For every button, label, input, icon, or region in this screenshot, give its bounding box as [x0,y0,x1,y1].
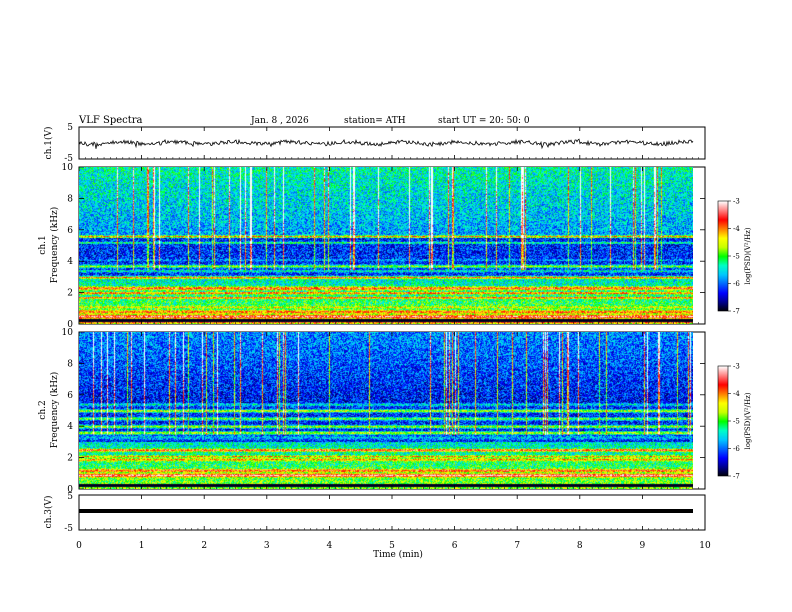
ch1-spectrogram-ylabel-channel: ch.1 [38,235,48,254]
ch1-cb-label-4: -7 [733,308,740,316]
ch2-cb-label-3: -6 [733,445,740,453]
spec1-ytick-label-5: 0 [67,320,73,330]
spec1-ytick-label-1: 8 [67,194,73,204]
ch1-spectrogram-xticks [78,167,706,324]
ch1-waveform-line [78,138,694,150]
ch2-spectrogram-image [79,332,693,489]
x-tick-label-8: 8 [577,541,583,551]
ch2-cb-label-1: -4 [733,390,740,398]
ch2-spectrogram-panel: 10 8 6 4 2 0 ch.2 Frequency (kHz) [38,328,706,495]
spec2-ytick-label-4: 2 [67,454,73,464]
spec2-ytick-label-3: 4 [67,422,73,432]
ch1-ytick-top: 5 [67,123,73,133]
ch3-waveform-line [79,509,693,513]
ch2-spectrogram-xticks [78,332,706,489]
ch3-waveform-panel: 5 -5 ch.3(V) [43,492,706,534]
start-ut-label: start UT = 20: 50: 0 [438,116,530,126]
ch3-ytick-top: 5 [67,492,73,502]
ch2-spectrogram-ylabel-frequency: Frequency (kHz) [49,372,60,449]
ch1-waveform-panel: 5 -5 ch.1(V) [43,123,706,164]
spec1-ytick-label-2: 6 [67,226,73,236]
ch2-spectrogram-yticks: 10 8 6 4 2 0 [62,328,705,495]
spec2-ytick-label-0: 10 [62,328,74,338]
ch1-colorbar-label: log(PSD)(V²/Hz) [744,227,752,284]
ch1-ytick-bottom: -5 [64,154,73,164]
spec1-ytick-label-3: 4 [67,257,73,267]
ch1-spectrogram-panel: 10 8 6 4 2 0 ch.1 Frequency (kHz) [38,163,706,330]
date-label: Jan. 8 , 2026 [250,116,309,126]
spec1-ytick-label-4: 2 [67,289,73,299]
x-tick-label-10: 10 [699,541,711,551]
spec2-ytick-label-5: 0 [67,485,73,495]
x-axis-label: Time (min) [373,549,423,560]
ch2-colorbar-label: log(PSD)(V²/Hz) [744,392,752,449]
x-tick-label-9: 9 [640,541,646,551]
ch1-waveform-xticks [78,127,706,159]
spec2-ytick-label-1: 8 [67,359,73,369]
ch2-colorbar-ticks: -3 -4 -5 -6 -7 [728,363,740,481]
spec1-ytick-label-0: 10 [62,163,74,173]
figure-title: VLF Spectra [78,115,143,126]
x-tick-label-6: 6 [452,541,458,551]
ch1-colorbar-ticks: -3 -4 -5 -6 -7 [728,198,740,316]
ch3-ytick-bottom: -5 [64,524,73,534]
station-label: station= ATH [344,116,406,126]
x-tick-label-5: 5 [389,541,395,551]
ch1-cb-label-1: -4 [733,225,740,233]
ch3-waveform-ylabel: ch.3(V) [43,496,54,529]
ch2-spectrogram-ylabel-channel: ch.2 [38,400,48,419]
ch1-cb-label-3: -6 [733,280,740,288]
ch1-colorbar: -3 -4 -5 -6 -7 log(PSD)(V²/Hz) [717,198,752,316]
ch1-spectrogram-yticks: 10 8 6 4 2 0 [62,163,705,330]
ch2-colorbar: -3 -4 -5 -6 -7 log(PSD)(V²/Hz) [717,363,752,481]
x-tick-label-4: 4 [327,541,333,551]
ch1-spectrogram-image [79,167,693,324]
ch3-waveform-xticks [78,495,706,530]
x-tick-label-0: 0 [76,541,82,551]
spec2-ytick-label-2: 6 [67,391,73,401]
ch2-cb-label-0: -3 [733,363,740,371]
x-tick-label-3: 3 [264,541,270,551]
ch2-cb-label-4: -7 [733,473,740,481]
x-tick-label-2: 2 [201,541,207,551]
ch1-cb-label-2: -5 [733,253,740,261]
x-axis-tick-labels: 0 1 2 3 4 5 6 7 8 9 10 [76,541,711,551]
ch2-cb-label-2: -5 [733,418,740,426]
ch1-waveform-ylabel: ch.1(V) [43,127,54,160]
x-tick-label-1: 1 [139,541,145,551]
ch1-cb-label-0: -3 [733,198,740,206]
x-tick-label-7: 7 [514,541,520,551]
ch1-spectrogram-ylabel-frequency: Frequency (kHz) [49,207,60,284]
